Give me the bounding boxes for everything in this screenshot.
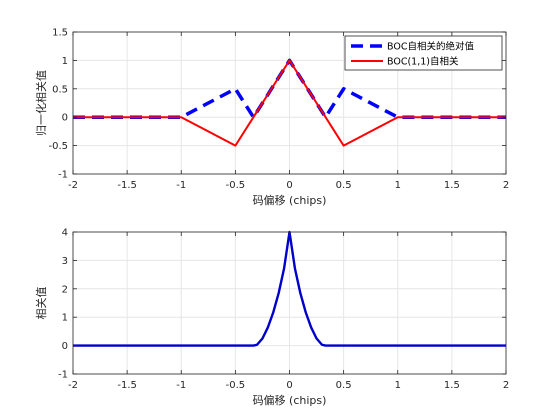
x-tick-label: 0.5 <box>336 380 352 391</box>
y-tick-label: 0 <box>62 113 68 124</box>
y-tick-label: 2 <box>62 284 68 295</box>
legend: BOC自相关的绝对值 BOC(1,1)自相关 <box>344 35 503 71</box>
series-line-2 <box>73 59 506 147</box>
x-tick-label: 1 <box>395 380 401 391</box>
y-tick-label: 4 <box>62 228 68 239</box>
x-axis-label: 码偏移 (chips) <box>253 393 327 407</box>
x-tick-label: 1.5 <box>444 380 460 391</box>
x-tick-label: -2 <box>68 380 78 391</box>
x-tick-label: 2 <box>503 380 509 391</box>
x-axis-label: 码偏移 (chips) <box>253 193 327 207</box>
y-axis-label: 相关值 <box>34 287 48 320</box>
x-tick-label: -1 <box>176 380 186 391</box>
y-tick-label: 1 <box>62 313 68 324</box>
x-tick-label: 0 <box>286 380 292 391</box>
y-tick-label: -1 <box>58 370 68 381</box>
legend-entry-label: BOC自相关的绝对值 <box>387 41 474 53</box>
y-tick-label: 1 <box>62 56 68 67</box>
x-tick-label: 1 <box>395 180 401 191</box>
x-tick-label: 1.5 <box>444 180 460 191</box>
x-tick-label: -2 <box>68 180 78 191</box>
x-tick-label: -1.5 <box>117 380 137 391</box>
x-tick-label: -1 <box>176 180 186 191</box>
y-tick-label: -1 <box>58 170 68 181</box>
y-axis-label: 归一化相关值 <box>34 70 48 136</box>
top-axes: -2 -1.5 -1 -0.5 0 0.5 1 1.5 2 -1 -0.5 0 0.5 1 1.5 码偏移 (… <box>34 28 509 208</box>
x-tick-label: -0.5 <box>226 380 246 391</box>
y-tick-label: 0.5 <box>52 84 68 95</box>
y-tick-label: 1.5 <box>52 28 68 39</box>
legend-box <box>344 35 503 71</box>
y-tick-label: 3 <box>62 256 68 267</box>
bottom-axes: -2 -1.5 -1 -0.5 0 0.5 1 1.5 2 -1 0 1 2 3 4 码偏移 (chips) 相… <box>34 228 509 408</box>
x-tick-label: -1.5 <box>117 180 137 191</box>
x-tick-label: 0 <box>286 180 292 191</box>
y-tick-label: -0.5 <box>48 141 68 152</box>
x-tick-label: 2 <box>503 180 509 191</box>
x-tick-label: -0.5 <box>226 180 246 191</box>
legend-entry-label: BOC(1,1)自相关 <box>387 56 459 68</box>
y-tick-label: 0 <box>62 341 68 352</box>
x-tick-label: 0.5 <box>336 180 352 191</box>
